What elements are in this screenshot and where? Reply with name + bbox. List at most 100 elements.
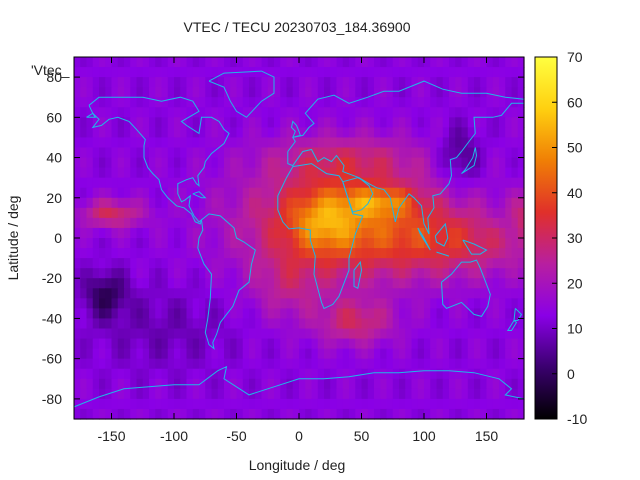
heatmap-cell bbox=[136, 298, 144, 309]
chart-title: VTEC / TECU 20230703_184.36900 bbox=[183, 19, 410, 35]
heatmap-cell bbox=[442, 398, 450, 410]
heatmap-cell bbox=[99, 278, 106, 289]
heatmap-cell bbox=[505, 248, 513, 259]
heatmap-cell bbox=[430, 258, 438, 269]
heatmap-cell bbox=[180, 278, 188, 289]
heatmap-cell bbox=[436, 328, 444, 340]
heatmap-cell bbox=[217, 278, 225, 289]
heatmap-cell bbox=[511, 408, 519, 420]
heatmap-cell bbox=[380, 288, 388, 299]
heatmap-cell bbox=[230, 278, 238, 289]
heatmap-cell bbox=[117, 147, 125, 159]
heatmap-cell bbox=[142, 107, 150, 118]
heatmap-cell bbox=[411, 227, 419, 239]
heatmap-cell bbox=[236, 167, 244, 179]
heatmap-cell bbox=[117, 258, 125, 269]
heatmap-cell bbox=[149, 137, 156, 149]
heatmap-cell bbox=[517, 368, 525, 380]
heatmap-cell bbox=[336, 97, 344, 108]
heatmap-cell bbox=[411, 348, 419, 360]
heatmap-cell bbox=[486, 227, 494, 239]
heatmap-cell bbox=[455, 57, 463, 68]
heatmap-cell bbox=[180, 298, 188, 309]
heatmap-cell bbox=[261, 358, 269, 370]
heatmap-cell bbox=[480, 197, 488, 209]
heatmap-cell bbox=[186, 338, 194, 350]
heatmap-cell bbox=[192, 167, 200, 179]
heatmap-cell bbox=[299, 57, 306, 68]
heatmap-cell bbox=[217, 57, 225, 68]
heatmap-cell bbox=[336, 197, 344, 209]
heatmap-cell bbox=[236, 318, 244, 330]
heatmap-cell bbox=[430, 227, 438, 239]
heatmap-cell bbox=[267, 248, 275, 259]
heatmap-cell bbox=[492, 378, 500, 390]
x-tick-label: 50 bbox=[354, 428, 370, 444]
heatmap-cell bbox=[405, 328, 413, 340]
heatmap-cell bbox=[180, 318, 188, 330]
heatmap-cell bbox=[86, 408, 94, 420]
heatmap-cell bbox=[442, 298, 450, 309]
heatmap-cell bbox=[292, 227, 300, 239]
heatmap-cell bbox=[480, 67, 488, 78]
heatmap-cell bbox=[349, 398, 356, 410]
heatmap-cell bbox=[311, 288, 319, 299]
heatmap-cell bbox=[155, 167, 163, 179]
heatmap-cell bbox=[211, 278, 219, 289]
heatmap-cell bbox=[442, 167, 450, 179]
heatmap-cell bbox=[380, 197, 388, 209]
heatmap-cell bbox=[111, 157, 119, 169]
heatmap-cell bbox=[292, 398, 300, 410]
heatmap-cell bbox=[74, 87, 81, 98]
heatmap-cell bbox=[442, 137, 450, 149]
heatmap-cell bbox=[267, 157, 275, 169]
heatmap-cell bbox=[311, 207, 319, 219]
heatmap-cell bbox=[149, 368, 156, 380]
heatmap-cell bbox=[386, 147, 394, 159]
heatmap-cell bbox=[517, 167, 525, 179]
heatmap-cell bbox=[480, 238, 488, 249]
heatmap-cell bbox=[349, 248, 356, 259]
heatmap-cell bbox=[436, 348, 444, 360]
colorbar-tick-label: 30 bbox=[567, 230, 583, 246]
heatmap-cell bbox=[230, 217, 238, 229]
heatmap-cell bbox=[380, 328, 388, 340]
heatmap-cell bbox=[461, 288, 469, 299]
heatmap-cell bbox=[249, 97, 256, 108]
heatmap-cell bbox=[505, 107, 513, 118]
heatmap-cell bbox=[180, 197, 188, 209]
heatmap-cell bbox=[211, 408, 219, 420]
heatmap-cell bbox=[367, 177, 375, 189]
heatmap-cell bbox=[324, 157, 331, 169]
heatmap-cell bbox=[405, 187, 413, 199]
heatmap-cell bbox=[449, 298, 456, 309]
heatmap-cell bbox=[155, 288, 163, 299]
heatmap-cell bbox=[186, 358, 194, 370]
heatmap-cell bbox=[499, 388, 506, 400]
heatmap-cell bbox=[280, 318, 288, 330]
heatmap-cell bbox=[217, 187, 225, 199]
heatmap-cell bbox=[424, 388, 431, 400]
heatmap-cell bbox=[305, 217, 313, 229]
heatmap-cell bbox=[286, 117, 294, 128]
coastline-path bbox=[436, 251, 450, 257]
heatmap-cell bbox=[217, 258, 225, 269]
heatmap-cell bbox=[105, 197, 113, 209]
heatmap-cell bbox=[205, 77, 213, 88]
heatmap-cell bbox=[155, 137, 163, 149]
heatmap-cell bbox=[99, 87, 106, 98]
heatmap-cell bbox=[399, 298, 406, 309]
heatmap-cell bbox=[386, 338, 394, 350]
heatmap-cell bbox=[449, 147, 456, 159]
heatmap-cell bbox=[455, 388, 463, 400]
heatmap-cell bbox=[111, 87, 119, 98]
heatmap-cell bbox=[336, 398, 344, 410]
heatmap-cell bbox=[367, 187, 375, 199]
heatmap-cell bbox=[449, 248, 456, 259]
heatmap-cell bbox=[511, 358, 519, 370]
heatmap-cell bbox=[349, 147, 356, 159]
heatmap-cell bbox=[186, 187, 194, 199]
heatmap-cell bbox=[405, 147, 413, 159]
heatmap-cell bbox=[111, 258, 119, 269]
heatmap-cell bbox=[474, 137, 481, 149]
